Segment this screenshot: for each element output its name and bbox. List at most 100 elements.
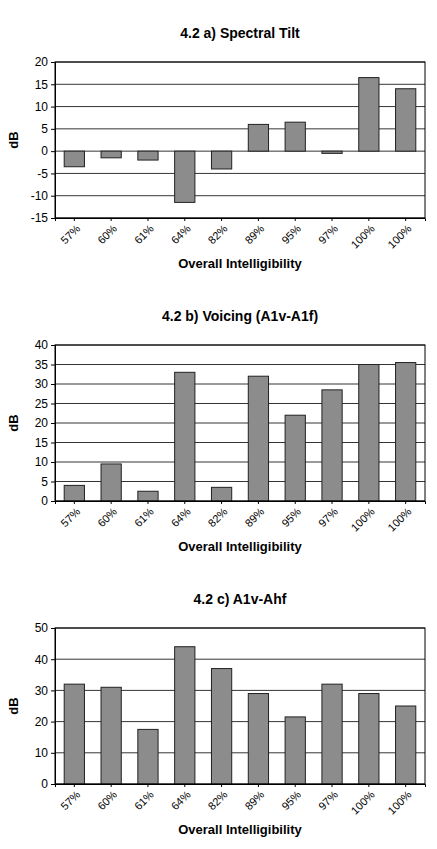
x-tick-mark (184, 218, 185, 221)
y-tick: 10 (35, 100, 55, 114)
x-tick-mark (111, 218, 112, 221)
x-tick-mark (405, 501, 406, 504)
x-tick: 89% (242, 784, 266, 812)
bar (211, 487, 231, 501)
x-tick: 57% (58, 218, 82, 246)
y-tick-mark (51, 196, 55, 197)
x-tick-mark (295, 784, 296, 787)
grid-line (55, 659, 425, 660)
y-tick-label: 40 (35, 338, 49, 352)
x-tick-label: 61% (132, 505, 156, 529)
x-tick-label: 61% (132, 222, 156, 246)
bar (138, 729, 158, 784)
y-tick: 0 (41, 494, 55, 508)
y-tick-label: 50 (35, 621, 49, 635)
x-tick: 57% (58, 784, 82, 812)
bar (64, 684, 84, 784)
x-tick: 97% (316, 218, 340, 246)
y-tick-mark (51, 462, 55, 463)
x-tick-mark (368, 501, 369, 504)
chart-title: 4.2 b) Voicing (A1v-A1f) (162, 308, 318, 324)
x-tick-mark (405, 784, 406, 787)
y-tick-label: 25 (35, 397, 49, 411)
y-tick-mark (51, 628, 55, 629)
x-tick-label: 64% (169, 788, 193, 812)
x-axis: 57%60%61%64%82%89%95%97%100%100% (56, 501, 426, 534)
y-tick-mark (51, 501, 55, 502)
x-axis-title: Overall Intelligibility (178, 822, 302, 837)
y-tick: 25 (35, 397, 55, 411)
x-axis-line (56, 219, 426, 222)
x-axis: 57%60%61%64%82%89%95%97%100%100% (56, 218, 426, 251)
x-tick-label: 100% (348, 788, 377, 817)
y-tick-label: 10 (35, 100, 49, 114)
y-tick: 15 (35, 436, 55, 450)
x-tick-mark (258, 784, 259, 787)
bars (64, 647, 416, 784)
x-tick-label: 82% (206, 505, 230, 529)
y-tick-label: 5 (41, 122, 48, 136)
x-tick: 97% (316, 784, 340, 812)
x-tick: 61% (132, 218, 156, 246)
x-tick-label: 57% (58, 222, 82, 246)
x-tick-mark (258, 501, 259, 504)
bar (322, 390, 342, 501)
y-tick-label: 0 (41, 144, 48, 158)
y-axis-title: dB (6, 131, 21, 148)
x-axis-line (56, 785, 426, 788)
bar (175, 151, 195, 202)
bar (285, 122, 305, 151)
y-tick-mark (51, 722, 55, 723)
y-tick-mark (51, 365, 55, 366)
y-tick: 15 (35, 78, 55, 92)
x-tick: 57% (58, 501, 82, 529)
bar (248, 124, 268, 151)
y-tick: -15 (31, 211, 55, 225)
y-tick-label: -10 (31, 189, 49, 203)
bars (64, 78, 416, 203)
x-tick-mark (332, 218, 333, 221)
grid-line (55, 195, 425, 196)
y-tick-mark (51, 690, 55, 691)
y-tick: -5 (37, 167, 55, 181)
x-tick: 60% (95, 218, 119, 246)
plot-frame (55, 62, 425, 218)
x-tick-mark (184, 501, 185, 504)
x-tick-label: 57% (58, 505, 82, 529)
y-tick-mark (51, 218, 55, 219)
x-tick: 100% (348, 218, 377, 251)
x-tick: 100% (385, 501, 414, 534)
y-tick: 20 (35, 55, 55, 69)
x-tick: 60% (95, 784, 119, 812)
x-tick: 95% (279, 501, 303, 529)
y-tick-mark (51, 129, 55, 130)
y-tick-mark (51, 384, 55, 385)
chart: 4.2 a) Spectral Tilt -15 -10 -5 0 5 10 15 20 57% 6… (6, 25, 426, 271)
bar (359, 78, 379, 152)
y-axis: 0510152025303540 (35, 338, 56, 508)
y-tick: 35 (35, 358, 55, 372)
y-tick-label: 30 (35, 684, 49, 698)
x-tick-mark (332, 501, 333, 504)
y-tick-label: 30 (35, 377, 49, 391)
y-tick-label: 10 (35, 746, 49, 760)
bar (322, 684, 342, 784)
x-tick-label: 64% (169, 505, 193, 529)
x-tick-label: 89% (242, 505, 266, 529)
y-tick-label: 0 (41, 494, 48, 508)
bars (64, 363, 416, 501)
x-tick-mark (295, 218, 296, 221)
y-tick-mark (51, 173, 55, 174)
y-tick: 0 (41, 144, 55, 158)
y-axis-title: dB (6, 697, 21, 714)
x-tick-label: 60% (95, 505, 119, 529)
x-tick: 89% (242, 501, 266, 529)
chart-title: 4.2 a) Spectral Tilt (180, 25, 300, 41)
chart: 4.2 b) Voicing (A1v-A1f)0510152025303540… (6, 308, 426, 554)
y-tick: 30 (35, 377, 55, 391)
bar (64, 485, 84, 501)
x-tick-mark (221, 218, 222, 221)
bar (359, 365, 379, 502)
x-tick-mark (295, 501, 296, 504)
x-tick-mark (147, 218, 148, 221)
